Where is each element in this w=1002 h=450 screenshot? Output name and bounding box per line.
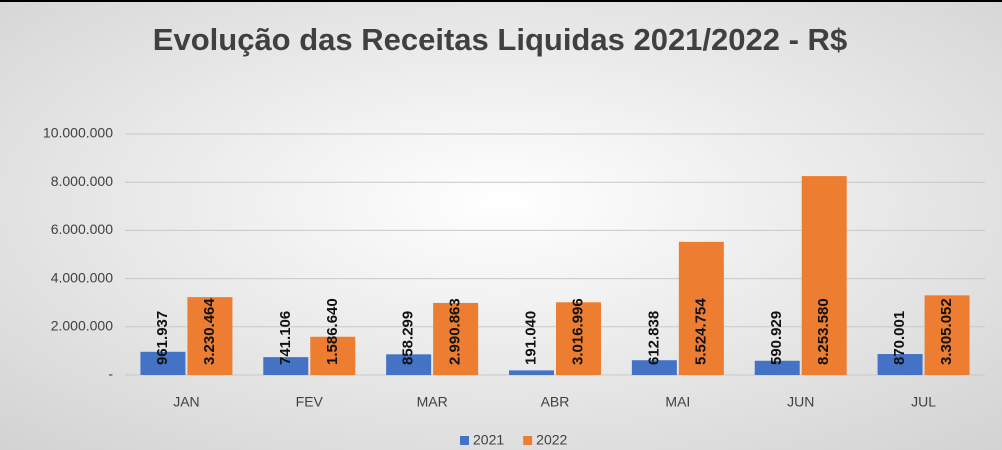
data-label: 3.230.464 bbox=[201, 298, 218, 365]
bar bbox=[187, 297, 233, 375]
bar bbox=[263, 357, 309, 375]
bar bbox=[556, 302, 601, 375]
y-tick-label: 2.000.000 bbox=[51, 318, 113, 334]
bar bbox=[386, 354, 432, 375]
x-tick-label: MAI bbox=[665, 394, 690, 410]
bar bbox=[877, 354, 923, 375]
x-tick-label: MAR bbox=[417, 394, 448, 410]
y-tick-label: - bbox=[108, 366, 113, 382]
y-tick-label: 6.000.000 bbox=[51, 221, 113, 237]
data-label: 8.253.580 bbox=[815, 298, 832, 365]
x-tick-label: ABR bbox=[541, 394, 570, 410]
data-label: 191.040 bbox=[522, 311, 539, 365]
x-tick-label: JUN bbox=[787, 394, 814, 410]
bar bbox=[509, 370, 554, 375]
x-tick-label: JAN bbox=[173, 394, 199, 410]
bar bbox=[754, 360, 800, 375]
data-label: 741.106 bbox=[277, 311, 294, 365]
data-label: 1.586.640 bbox=[324, 298, 341, 365]
data-label: 3.305.052 bbox=[938, 298, 955, 365]
data-label: 858.299 bbox=[400, 311, 417, 365]
y-tick-label: 8.000.000 bbox=[51, 173, 113, 189]
data-label: 612.838 bbox=[645, 311, 662, 365]
bar bbox=[924, 295, 970, 375]
bar bbox=[433, 302, 479, 375]
x-tick-label: FEV bbox=[296, 394, 324, 410]
data-label: 2.990.863 bbox=[447, 298, 464, 365]
data-label: 590.929 bbox=[768, 311, 785, 365]
legend-label: 2022 bbox=[536, 432, 567, 448]
bar bbox=[801, 176, 847, 375]
bar bbox=[678, 241, 724, 375]
y-tick-label: 10.000.000 bbox=[43, 125, 113, 141]
bar bbox=[631, 360, 677, 375]
data-label: 3.016.996 bbox=[569, 298, 586, 365]
data-label: 961.937 bbox=[154, 311, 171, 365]
data-label: 5.524.754 bbox=[692, 298, 709, 365]
bar bbox=[310, 336, 356, 375]
legend-swatch bbox=[523, 436, 533, 445]
data-label: 870.001 bbox=[891, 311, 908, 365]
x-tick-label: JUL bbox=[911, 394, 936, 410]
y-tick-label: 4.000.000 bbox=[51, 269, 113, 285]
chart-title: Evolução das Receitas Liquidas 2021/2022… bbox=[153, 22, 847, 57]
legend-label: 2021 bbox=[473, 432, 504, 448]
legend-swatch bbox=[460, 436, 469, 445]
bar bbox=[140, 351, 186, 375]
